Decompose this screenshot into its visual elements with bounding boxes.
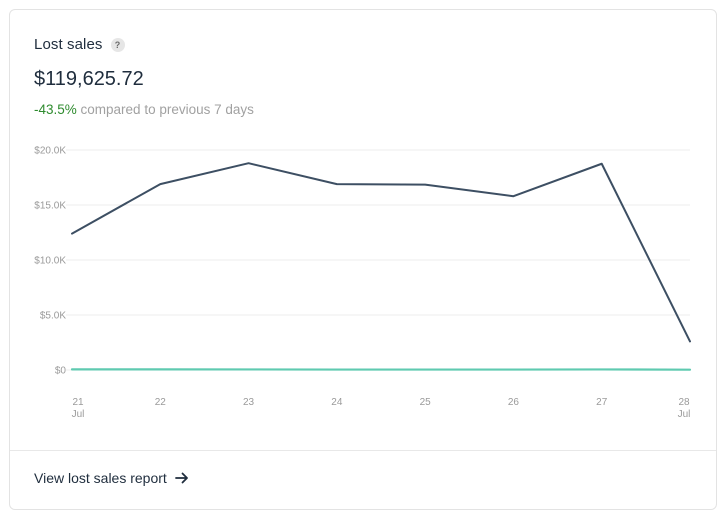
lost-sales-card: Lost sales ? $119,625.72 -43.5% compared… [9,9,717,510]
question-icon[interactable]: ? [110,37,125,52]
card-title: Lost sales [34,36,103,53]
y-tick-label: $0 [55,366,67,377]
series-line-lost-sales [71,162,691,343]
x-tick-label: 27 [596,397,608,408]
x-tick-sublabel: Jul [72,409,85,420]
y-tick-label: $15.0K [34,201,66,212]
x-tick-label: 23 [243,397,255,408]
arrow-right-icon [174,472,189,484]
x-tick-sublabel: Jul [678,409,691,420]
x-tick-label: 28 [678,397,690,408]
card-divider [10,450,716,451]
x-tick-label: 21 [72,397,84,408]
comparison-text: -43.5% compared to previous 7 days [34,102,254,117]
y-tick-label: $10.0K [34,256,66,267]
x-tick-label: 22 [155,397,167,408]
x-tick-label: 25 [420,397,432,408]
view-lost-sales-report-link[interactable]: View lost sales report [34,470,189,486]
x-tick-label: 24 [331,397,343,408]
x-tick-label: 26 [508,397,520,408]
y-tick-label: $5.0K [40,311,66,322]
footer-link-label: View lost sales report [34,470,167,486]
change-percentage: -43.5% [34,102,77,117]
comparison-label: compared to previous 7 days [76,102,254,117]
total-value: $119,625.72 [34,68,144,90]
card-header: Lost sales ? [34,36,125,53]
y-tick-label: $20.0K [34,146,66,157]
